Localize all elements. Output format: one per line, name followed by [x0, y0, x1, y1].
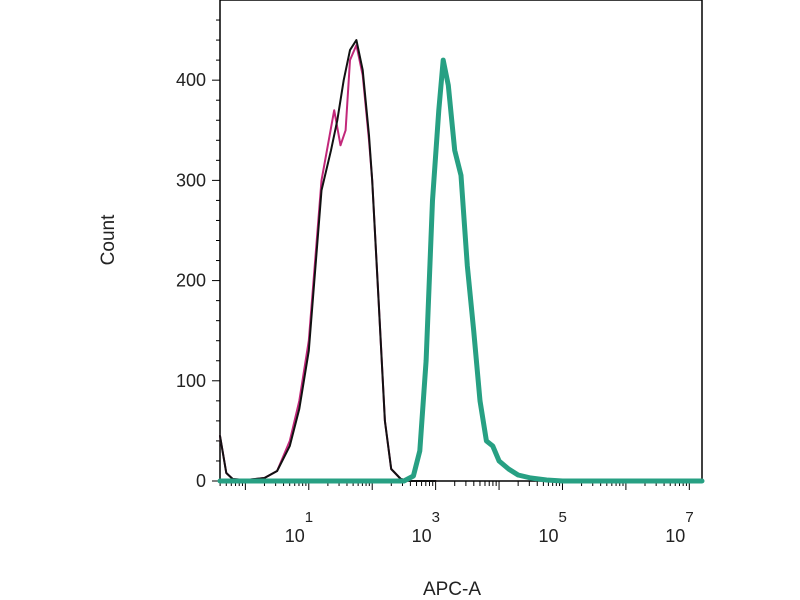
plot-frame	[219, 0, 703, 482]
y-axis: 0 100 200 300 400	[176, 19, 220, 491]
y-tick-label: 300	[176, 170, 206, 190]
y-tick-label: 200	[176, 271, 206, 291]
x-tick-label: 10	[285, 526, 305, 546]
x-tick-label: 10	[665, 526, 685, 546]
histogram-series	[217, 39, 705, 484]
y-axis-title: Count	[98, 214, 119, 265]
y-tick-label: 100	[176, 371, 206, 391]
x-tick-exponent: 7	[685, 509, 693, 526]
x-tick-label: 10	[538, 526, 558, 546]
histogram-curve-2	[219, 39, 437, 482]
x-tick-exponent: 3	[432, 509, 440, 526]
y-tick-label: 400	[176, 70, 206, 90]
y-tick-label: 0	[196, 471, 206, 491]
x-axis-title: APC-A	[423, 579, 481, 600]
x-tick-exponent: 5	[558, 509, 566, 526]
x-tick-label: 10	[412, 526, 432, 546]
x-tick-exponent: 1	[305, 509, 313, 526]
histogram-curve-3	[217, 57, 705, 484]
